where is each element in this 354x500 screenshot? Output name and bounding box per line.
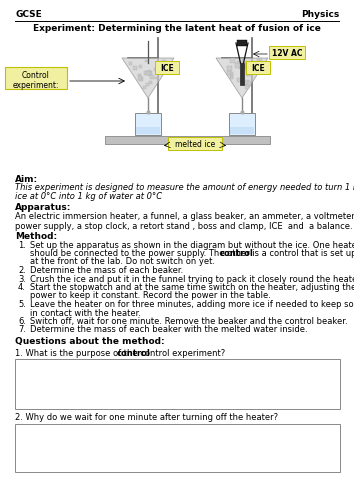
Bar <box>228 66 232 70</box>
Bar <box>227 71 231 75</box>
Bar <box>245 80 250 84</box>
Text: Questions about the method:: Questions about the method: <box>15 337 165 346</box>
Bar <box>241 62 246 67</box>
FancyBboxPatch shape <box>155 61 179 74</box>
Bar <box>247 80 251 86</box>
Text: Set up the apparatus as shown in the diagram but without the ice. One heater: Set up the apparatus as shown in the dia… <box>30 240 354 250</box>
Text: Crush the ice and put it in the funnel trying to pack it closely round the heate: Crush the ice and put it in the funnel t… <box>30 274 354 283</box>
Text: Determine the mass of each beaker with the melted water inside.: Determine the mass of each beaker with t… <box>30 326 308 334</box>
Text: control: control <box>219 249 253 258</box>
Bar <box>237 78 242 82</box>
Bar <box>235 64 240 68</box>
Bar <box>148 72 152 76</box>
Text: power to keep it constant. Record the power in the table.: power to keep it constant. Record the po… <box>30 292 271 300</box>
FancyBboxPatch shape <box>246 61 270 74</box>
Text: in contact with the heater.: in contact with the heater. <box>30 308 141 318</box>
FancyBboxPatch shape <box>168 137 222 150</box>
Text: 1.: 1. <box>18 240 26 250</box>
Bar <box>249 68 253 72</box>
Bar <box>237 40 247 46</box>
Bar <box>105 136 270 144</box>
Text: 1. What is the purpose of the control experiment?: 1. What is the purpose of the control ex… <box>15 348 225 358</box>
Bar <box>237 62 240 64</box>
Text: 12V AC: 12V AC <box>272 49 302 58</box>
Text: 5.: 5. <box>18 300 26 309</box>
Bar <box>149 81 152 84</box>
Bar <box>148 70 150 73</box>
FancyBboxPatch shape <box>269 46 305 59</box>
Bar <box>146 84 149 86</box>
Bar <box>158 70 162 73</box>
Text: Start the stopwatch and at the same time switch on the heater, adjusting the: Start the stopwatch and at the same time… <box>30 283 354 292</box>
Bar <box>230 76 233 80</box>
Bar <box>138 76 142 80</box>
Text: ICE: ICE <box>251 64 265 73</box>
Bar <box>162 60 166 64</box>
Text: Leave the heater on for three minutes, adding more ice if needed to keep some: Leave the heater on for three minutes, a… <box>30 300 354 309</box>
Text: 3.: 3. <box>18 274 26 283</box>
Bar <box>239 66 243 70</box>
Text: Aim:: Aim: <box>15 175 38 184</box>
Bar <box>139 77 143 80</box>
Text: at the front of the lab. Do not switch on yet.: at the front of the lab. Do not switch o… <box>30 258 215 266</box>
Bar <box>143 86 146 90</box>
Bar <box>230 58 235 62</box>
Text: Method:: Method: <box>15 232 57 241</box>
Bar <box>240 63 244 85</box>
Bar <box>133 66 137 70</box>
Bar <box>146 70 150 76</box>
Text: ICE: ICE <box>160 64 174 73</box>
Text: 4.: 4. <box>18 283 26 292</box>
Text: Determine the mass of each beaker.: Determine the mass of each beaker. <box>30 266 183 275</box>
Bar <box>15 359 340 409</box>
Text: ice at 0°C into 1 kg of water at 0°C: ice at 0°C into 1 kg of water at 0°C <box>15 192 162 201</box>
Bar <box>129 62 132 65</box>
Bar <box>245 85 249 89</box>
Text: Switch off, wait for one minute. Remove the beaker and the control beaker.: Switch off, wait for one minute. Remove … <box>30 317 348 326</box>
Text: 2.: 2. <box>18 266 26 275</box>
Bar <box>230 127 254 134</box>
Bar <box>15 424 340 472</box>
Bar <box>138 74 141 76</box>
Bar <box>257 59 260 62</box>
Bar <box>155 76 158 79</box>
Bar <box>143 72 147 74</box>
FancyBboxPatch shape <box>5 67 67 89</box>
Text: 7.: 7. <box>18 326 26 334</box>
Text: Control
experiment:: Control experiment: <box>13 71 59 90</box>
Bar <box>243 67 246 70</box>
Text: 2. Why do we wait for one minute after turning off the heater?: 2. Why do we wait for one minute after t… <box>15 413 278 422</box>
Text: melted ice: melted ice <box>175 140 215 149</box>
Polygon shape <box>122 58 174 98</box>
Bar <box>230 74 233 77</box>
Text: Experiment: Determining the latent heat of fusion of ice: Experiment: Determining the latent heat … <box>33 24 321 33</box>
Bar <box>135 113 161 135</box>
Text: GCSE: GCSE <box>15 10 42 19</box>
Text: Apparatus:: Apparatus: <box>15 204 72 212</box>
Bar <box>139 65 142 68</box>
Bar <box>230 72 233 74</box>
Text: should be connected to the power supply. The other is a control that is set up: should be connected to the power supply.… <box>30 249 354 258</box>
Text: An electric immersion heater, a funnel, a glass beaker, an ammeter, a voltmeter,: An electric immersion heater, a funnel, … <box>15 212 354 232</box>
Text: 6.: 6. <box>18 317 26 326</box>
Bar <box>145 60 148 62</box>
Text: This experiment is designed to measure the amount of energy needed to turn 1 kg : This experiment is designed to measure t… <box>15 184 354 192</box>
Bar <box>245 64 249 68</box>
Text: control: control <box>116 348 150 358</box>
Bar <box>154 68 157 71</box>
Bar <box>246 72 251 76</box>
Bar <box>229 113 255 135</box>
Bar <box>242 60 245 63</box>
Text: Physics: Physics <box>301 10 339 19</box>
Bar <box>258 58 262 62</box>
Polygon shape <box>216 58 268 98</box>
Bar <box>150 75 154 78</box>
Bar <box>157 66 162 70</box>
Bar <box>136 127 160 134</box>
